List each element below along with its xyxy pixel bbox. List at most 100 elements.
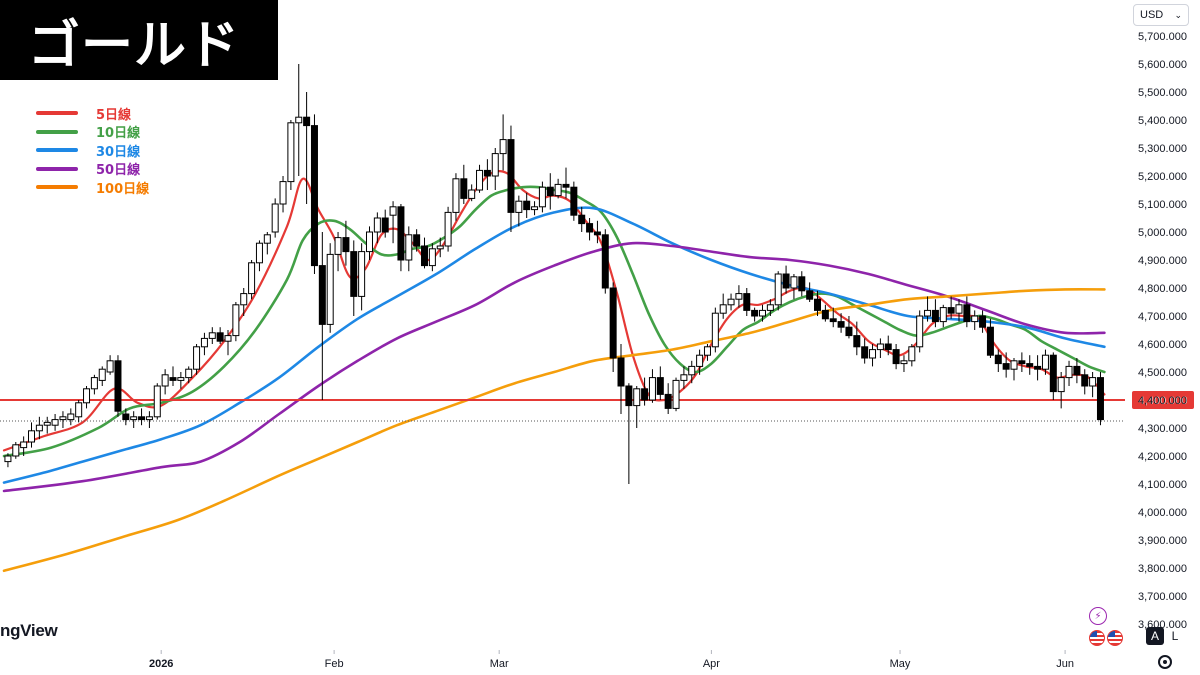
candle-body[interactable] (601, 234, 609, 289)
candle-body[interactable] (814, 298, 822, 311)
candle-body[interactable] (884, 343, 892, 351)
us-flag-icon[interactable] (1107, 630, 1123, 646)
candle-body[interactable] (20, 441, 28, 449)
candle-body[interactable] (114, 360, 122, 412)
candle-body[interactable] (570, 186, 578, 216)
candle-body[interactable] (523, 200, 531, 211)
candle-body[interactable] (177, 377, 185, 381)
candle-body[interactable] (609, 287, 617, 359)
candle-body[interactable] (255, 242, 263, 264)
candle-body[interactable] (59, 416, 67, 421)
bolt-icon[interactable]: ⚡ (1089, 607, 1107, 625)
candle-body[interactable] (538, 186, 546, 208)
candle-body[interactable] (986, 326, 994, 356)
candle-body[interactable] (460, 178, 468, 199)
candle-body[interactable] (476, 169, 484, 191)
candle-body[interactable] (1041, 354, 1049, 370)
candle-body[interactable] (664, 393, 672, 409)
candle-body[interactable] (98, 368, 106, 381)
candle-body[interactable] (153, 385, 161, 418)
candle-body[interactable] (939, 307, 947, 323)
candle-body[interactable] (546, 186, 554, 197)
candle-body[interactable] (798, 276, 806, 292)
candle-body[interactable] (1057, 377, 1065, 393)
candle-body[interactable] (829, 318, 837, 323)
candle-body[interactable] (51, 419, 59, 426)
candle-body[interactable] (963, 304, 971, 323)
candle-body[interactable] (35, 424, 43, 432)
candle-body[interactable] (468, 189, 476, 199)
candle-body[interactable] (578, 214, 586, 225)
candle-body[interactable] (507, 139, 515, 213)
candle-body[interactable] (263, 234, 271, 244)
candle-body[interactable] (703, 346, 711, 356)
candle-body[interactable] (845, 326, 853, 337)
candle-body[interactable] (248, 262, 256, 295)
candle-body[interactable] (106, 360, 114, 373)
candle-body[interactable] (232, 304, 240, 337)
candle-body[interactable] (491, 153, 499, 177)
candle-body[interactable] (169, 377, 177, 381)
candle-body[interactable] (310, 125, 318, 267)
auto-scale-button[interactable]: A (1146, 627, 1164, 645)
candle-body[interactable] (75, 402, 83, 418)
candle-body[interactable] (562, 183, 570, 188)
currency-selector[interactable]: USD ⌄ (1133, 4, 1189, 26)
candle-body[interactable] (861, 346, 869, 359)
candle-body[interactable] (680, 374, 688, 381)
candle-body[interactable] (318, 265, 326, 325)
candle-body[interactable] (876, 343, 884, 351)
candle-body[interactable] (200, 337, 208, 348)
candle-body[interactable] (531, 206, 539, 211)
candle-body[interactable] (279, 181, 287, 205)
candle-body[interactable] (1026, 363, 1034, 367)
candle-body[interactable] (145, 416, 153, 421)
candle-body[interactable] (727, 298, 735, 306)
candle-body[interactable] (334, 237, 342, 255)
candle-body[interactable] (696, 354, 704, 367)
candle-body[interactable] (499, 139, 507, 155)
candle-body[interactable] (1002, 363, 1010, 370)
candle-body[interactable] (688, 365, 696, 376)
candle-body[interactable] (1010, 360, 1018, 370)
candle-body[interactable] (719, 304, 727, 314)
candle-body[interactable] (766, 304, 774, 311)
candle-body[interactable] (83, 388, 91, 404)
candle-body[interactable] (138, 416, 146, 421)
candle-body[interactable] (931, 309, 939, 323)
candle-body[interactable] (303, 116, 311, 127)
candle-body[interactable] (1018, 360, 1026, 365)
candle-body[interactable] (586, 223, 594, 233)
candle-body[interactable] (326, 253, 334, 325)
candle-body[interactable] (774, 273, 782, 306)
candle-body[interactable] (90, 377, 98, 390)
candle-body[interactable] (1034, 365, 1042, 370)
candle-body[interactable] (821, 309, 829, 320)
candle-body[interactable] (743, 293, 751, 311)
candle-body[interactable] (758, 309, 766, 317)
candle-body[interactable] (892, 349, 900, 365)
candle-body[interactable] (979, 315, 987, 328)
us-flag-icon[interactable] (1089, 630, 1105, 646)
candle-body[interactable] (711, 312, 719, 348)
candle-body[interactable] (342, 237, 350, 253)
candle-body[interactable] (672, 379, 680, 409)
log-scale-button[interactable]: L (1171, 629, 1179, 643)
candle-body[interactable] (67, 413, 75, 421)
candle-body[interactable] (641, 388, 649, 401)
candle-body[interactable] (161, 374, 169, 387)
candle-body[interactable] (389, 206, 397, 216)
candle-body[interactable] (790, 276, 798, 289)
candle-body[interactable] (421, 245, 429, 267)
candle-body[interactable] (483, 169, 491, 177)
candle-body[interactable] (413, 234, 421, 247)
candle-body[interactable] (436, 245, 444, 250)
candle-body[interactable] (405, 234, 413, 261)
candle-body[interactable] (397, 206, 405, 261)
candle-body[interactable] (593, 231, 601, 236)
candle-body[interactable] (971, 315, 979, 323)
candle-body[interactable] (994, 354, 1002, 365)
candle-body[interactable] (1049, 354, 1057, 393)
candle-body[interactable] (365, 231, 373, 253)
candle-body[interactable] (648, 377, 656, 401)
